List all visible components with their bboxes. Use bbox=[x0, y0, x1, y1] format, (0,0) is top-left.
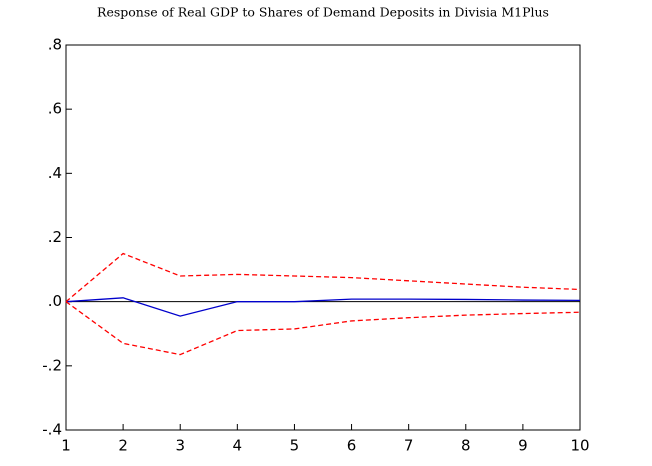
x-tick-label: 10 bbox=[570, 437, 589, 455]
plot-frame bbox=[65, 44, 581, 431]
x-tick-label: 4 bbox=[233, 437, 243, 455]
x-tick-label: 6 bbox=[347, 437, 357, 455]
series-line bbox=[65, 252, 581, 303]
x-tick-label: 7 bbox=[404, 437, 414, 455]
x-tick-label: 5 bbox=[290, 437, 300, 455]
x-tick-label: 1 bbox=[61, 437, 71, 455]
x-tick-label: 3 bbox=[175, 437, 185, 455]
y-tick-label: -.2 bbox=[42, 356, 62, 374]
x-tick-label: 2 bbox=[118, 437, 128, 455]
x-tick-label: 9 bbox=[518, 437, 528, 455]
series-line bbox=[65, 297, 581, 317]
series-line bbox=[65, 301, 581, 356]
chart-title: Response of Real GDP to Shares of Demand… bbox=[97, 5, 549, 20]
y-tick-label: .0 bbox=[48, 292, 62, 310]
y-tick-label: .2 bbox=[48, 228, 62, 246]
y-tick-label: -.4 bbox=[42, 421, 62, 439]
y-tick-label: .4 bbox=[48, 164, 62, 182]
y-tick-label: .8 bbox=[48, 36, 62, 54]
y-tick-label: .6 bbox=[48, 100, 62, 118]
x-tick-label: 8 bbox=[461, 437, 471, 455]
